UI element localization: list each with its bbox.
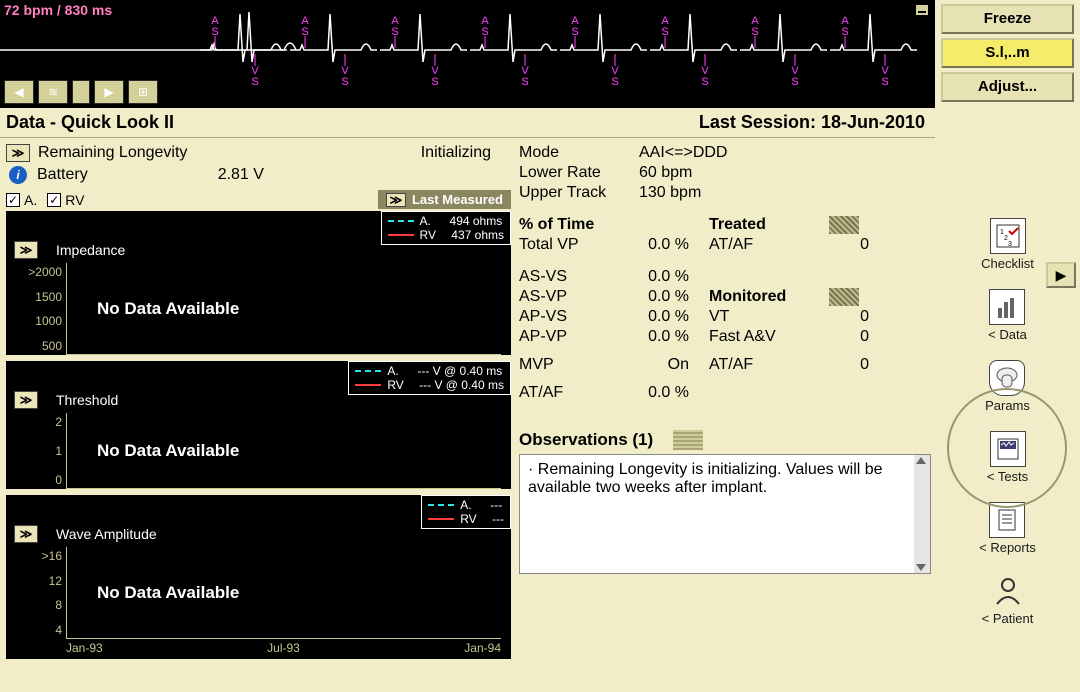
params-icon bbox=[989, 360, 1025, 396]
toolbar-prev-button[interactable]: ◀ bbox=[4, 80, 34, 104]
svg-text:3: 3 bbox=[1008, 241, 1012, 248]
threshold-title: Threshold bbox=[56, 392, 118, 408]
right-column: ModeAAI<=>DDD Lower Rate60 bpm Upper Tra… bbox=[515, 138, 935, 659]
expand-icon[interactable]: ≫ bbox=[14, 525, 38, 543]
last-measured-button[interactable]: ≫Last Measured bbox=[378, 190, 511, 209]
scrollbar[interactable] bbox=[914, 455, 930, 573]
battery-label: Battery bbox=[37, 166, 88, 184]
info-icon[interactable]: i bbox=[9, 166, 27, 184]
mid-button[interactable]: S.l,..m bbox=[941, 38, 1074, 68]
expand-icon[interactable]: ≫ bbox=[14, 241, 38, 259]
impedance-title: Impedance bbox=[56, 242, 125, 258]
right-button-column: Freeze S.l,..m Adjust... bbox=[935, 0, 1080, 108]
ataf-row: AT/AF0.0 % bbox=[519, 384, 931, 402]
longevity-status: Initializing bbox=[421, 144, 491, 162]
chart-impedance: A. 494 ohms RV 437 ohms ≫ Impedance >200… bbox=[6, 211, 511, 355]
svg-text:S: S bbox=[701, 76, 708, 88]
longevity-row: ≫ Remaining Longevity Initializing bbox=[6, 144, 511, 162]
tests-icon bbox=[990, 431, 1026, 467]
observations-box: · Remaining Longevity is initializing. V… bbox=[519, 454, 931, 574]
wave-title: Wave Amplitude bbox=[56, 526, 157, 542]
no-data-label: No Data Available bbox=[97, 299, 239, 319]
sidebar-next-button[interactable]: ▶ bbox=[1046, 262, 1076, 288]
main-area: ≫ Remaining Longevity Initializing i Bat… bbox=[0, 138, 1080, 659]
reports-icon bbox=[989, 502, 1025, 538]
header-bar: Data - Quick Look II Last Session: 18-Ju… bbox=[0, 108, 935, 138]
settings-table: ModeAAI<=>DDD Lower Rate60 bpm Upper Tra… bbox=[519, 144, 931, 202]
sidebar-checklist[interactable]: 123 Checklist bbox=[981, 218, 1034, 271]
no-data-label: No Data Available bbox=[97, 441, 239, 461]
sidebar-params[interactable]: Params bbox=[985, 360, 1030, 413]
content: ≫ Remaining Longevity Initializing i Bat… bbox=[0, 138, 935, 659]
toolbar-grid-button[interactable]: ⊞ bbox=[128, 80, 158, 104]
sidebar-data[interactable]: < Data bbox=[988, 289, 1027, 342]
hatched-icon bbox=[829, 216, 859, 234]
header-session: Last Session: 18-Jun-2010 bbox=[699, 112, 925, 133]
svg-text:S: S bbox=[251, 76, 258, 88]
observations-text: · Remaining Longevity is initializing. V… bbox=[528, 461, 922, 497]
threshold-legend: A. --- V @ 0.40 ms RV --- V @ 0.40 ms bbox=[348, 361, 511, 395]
observations-play-icon[interactable] bbox=[673, 430, 703, 450]
impedance-y: >2000 1500 1000 500 bbox=[6, 263, 66, 355]
battery-value: 2.81 V bbox=[218, 166, 264, 184]
svg-text:S: S bbox=[431, 76, 438, 88]
toolbar-play-button[interactable]: ▶ bbox=[94, 80, 124, 104]
impedance-legend: A. 494 ohms RV 437 ohms bbox=[381, 211, 512, 245]
svg-text:S: S bbox=[881, 76, 888, 88]
svg-text:S: S bbox=[521, 76, 528, 88]
toolbar-scale-button[interactable]: ≋ bbox=[38, 80, 68, 104]
chart-threshold: A. --- V @ 0.40 ms RV --- V @ 0.40 ms ≫ … bbox=[6, 361, 511, 489]
no-data-label: No Data Available bbox=[97, 583, 239, 603]
ecg-toolbar: ◀ ≋ ▶ ⊞ bbox=[0, 80, 158, 104]
hatched-icon bbox=[829, 288, 859, 306]
sidebar-patient[interactable]: < Patient bbox=[982, 573, 1034, 626]
check-rv[interactable]: ✓ bbox=[47, 193, 61, 207]
wave-y: >16 12 8 4 bbox=[6, 547, 66, 639]
svg-text:S: S bbox=[611, 76, 618, 88]
sidebar-tests[interactable]: < Tests bbox=[987, 431, 1028, 484]
toolbar-spacer bbox=[72, 80, 90, 104]
longevity-label: Remaining Longevity bbox=[38, 144, 187, 162]
wave-legend: A. --- RV --- bbox=[421, 495, 511, 529]
chart-wave: A. --- RV --- ≫ Wave Amplitude >16 12 8 … bbox=[6, 495, 511, 659]
adjust-button[interactable]: Adjust... bbox=[941, 72, 1074, 102]
lead-bar: ✓ A. ✓ RV ≫Last Measured bbox=[6, 190, 511, 209]
lead-a-label: A. bbox=[24, 192, 37, 208]
mvp-row: MVPOn AT/AF0 bbox=[519, 356, 931, 374]
observations-title: Observations (1) bbox=[519, 430, 931, 450]
patient-icon bbox=[990, 573, 1026, 609]
chart-x-axis: Jan-93 Jul-93 Jan-94 bbox=[6, 639, 511, 659]
freeze-button[interactable]: Freeze bbox=[941, 4, 1074, 34]
expand-icon[interactable]: ≫ bbox=[14, 391, 38, 409]
expand-icon: ≫ bbox=[386, 193, 406, 207]
sidebar: ▶ 123 Checklist < Data Params < Tests bbox=[935, 138, 1080, 659]
svg-text:S: S bbox=[341, 76, 348, 88]
threshold-y: 2 1 0 bbox=[6, 413, 66, 489]
ecg-panel: 72 bpm / 830 ms ASVS bbox=[0, 0, 935, 108]
sidebar-reports[interactable]: < Reports bbox=[979, 502, 1036, 555]
data-icon bbox=[989, 289, 1025, 325]
left-column: ≫ Remaining Longevity Initializing i Bat… bbox=[0, 138, 515, 659]
check-a[interactable]: ✓ bbox=[6, 193, 20, 207]
svg-text:S: S bbox=[791, 76, 798, 88]
pct-grid: % of Time Treated Total VP0.0 % AT/AF0 A… bbox=[519, 216, 931, 346]
checklist-icon: 123 bbox=[990, 218, 1026, 254]
header-title: Data - Quick Look II bbox=[6, 112, 174, 133]
top-row: 72 bpm / 830 ms ASVS bbox=[0, 0, 1080, 108]
lead-rv-label: RV bbox=[65, 192, 84, 208]
battery-row: i Battery 2.81 V bbox=[6, 166, 511, 184]
expand-icon[interactable]: ≫ bbox=[6, 144, 30, 162]
